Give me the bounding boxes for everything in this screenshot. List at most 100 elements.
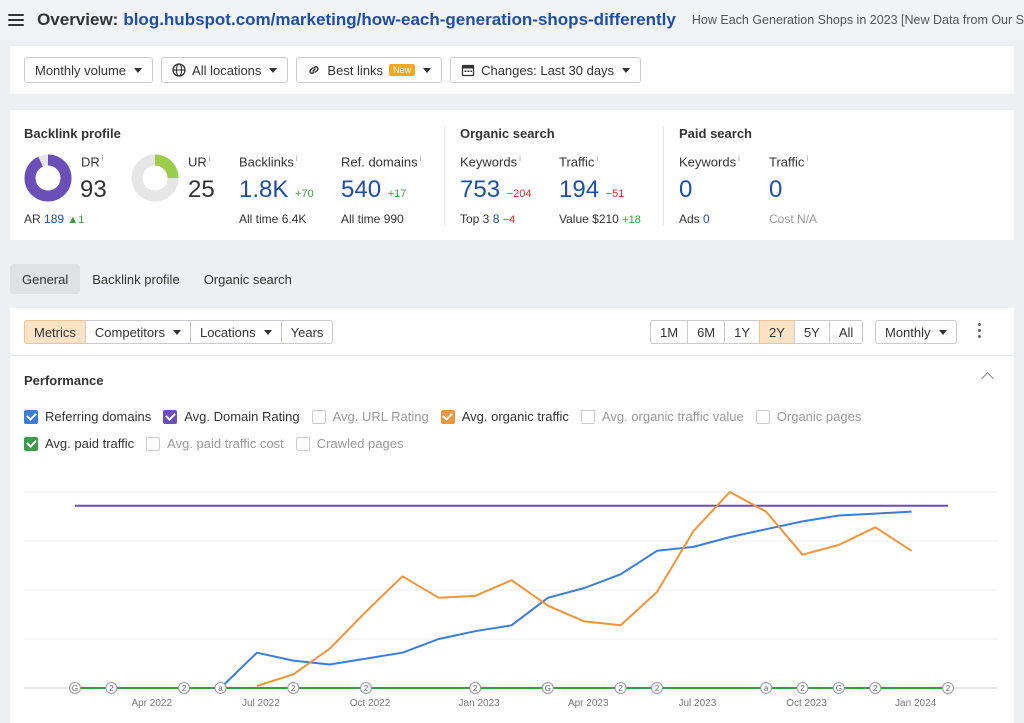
- section-divider: [663, 126, 664, 226]
- organic-traffic-label: Traffic i: [559, 154, 599, 170]
- legend-row-1: Referring domains Avg. Domain Rating Avg…: [24, 409, 873, 424]
- top3-line: Top 3 8 −4: [460, 212, 516, 226]
- annotation-marker: [832, 682, 845, 694]
- range-1m[interactable]: 1M: [650, 320, 689, 344]
- more-options-icon[interactable]: [978, 323, 981, 338]
- series-line-avg-organic-traffic: [256, 491, 913, 687]
- interval-dropdown[interactable]: Monthly: [875, 320, 957, 344]
- annotation-marker: [760, 682, 773, 694]
- target-url-link[interactable]: blog.hubspot.com/marketing/how-each-gene…: [123, 10, 676, 29]
- annotation-marker: [796, 682, 809, 694]
- x-tick-label: Oct 2022: [350, 698, 391, 709]
- chevron-up-icon[interactable]: [981, 372, 994, 385]
- paid-traffic-value[interactable]: 0: [769, 176, 783, 203]
- legend-organic-pages[interactable]: Organic pages: [755, 409, 861, 424]
- annotation-label: a: [218, 684, 223, 693]
- chevron-down-icon: [172, 329, 181, 335]
- legend-avg-paid-traffic-cost[interactable]: Avg. paid traffic cost: [146, 436, 284, 451]
- ur-label: UR i: [188, 154, 211, 170]
- annotation-marker: [287, 682, 300, 694]
- legend-crawled-pages[interactable]: Crawled pages: [295, 436, 403, 451]
- dr-value: 93: [80, 176, 107, 203]
- dr-donut-chart: [24, 154, 72, 202]
- legend-row-2: Avg. paid traffic Avg. paid traffic cost…: [24, 436, 415, 451]
- range-6m[interactable]: 6M: [687, 320, 726, 344]
- refdomains-label: Ref. domains i: [341, 154, 422, 170]
- range-all[interactable]: All: [828, 320, 864, 344]
- cost-line: Cost N/A: [769, 212, 818, 226]
- annotation-marker: [105, 682, 118, 694]
- ads-line: Ads 0: [679, 212, 710, 226]
- annotation-label: 2: [473, 684, 478, 693]
- backlink-profile-title: Backlink profile: [24, 126, 121, 141]
- page-title: How Each Generation Shops in 2023 [New D…: [691, 13, 1024, 27]
- link-icon: [309, 66, 320, 74]
- annotation-marker: [360, 682, 372, 694]
- annotation-marker: [214, 682, 227, 694]
- x-tick-label: Apr 2023: [568, 698, 609, 709]
- volume-dropdown[interactable]: Monthly volume: [24, 57, 154, 83]
- range-5y[interactable]: 5Y: [793, 320, 830, 344]
- annotation-label: 2: [364, 684, 369, 693]
- segment-metrics[interactable]: Metrics: [24, 320, 86, 344]
- backlinks-label: Backlinks i: [239, 154, 298, 170]
- organic-keywords-value[interactable]: 753 −204: [460, 176, 532, 203]
- legend-avg-paid-traffic[interactable]: Avg. paid traffic: [24, 436, 134, 451]
- annotation-marker: [869, 682, 882, 694]
- checkbox-icon: [580, 409, 595, 424]
- chevron-down-icon: [263, 329, 272, 335]
- annotation-label: 2: [291, 684, 296, 693]
- changes-dropdown[interactable]: Changes: Last 30 days: [450, 57, 642, 83]
- segment-competitors[interactable]: Competitors: [84, 320, 191, 344]
- legend-referring-domains[interactable]: Referring domains: [24, 409, 151, 424]
- annotation-marker: [69, 682, 81, 694]
- tab-organic-search[interactable]: Organic search: [203, 271, 292, 287]
- annotation-label: 2: [109, 684, 114, 693]
- segment-years[interactable]: Years: [280, 320, 334, 344]
- organic-traffic-value[interactable]: 194 −51: [559, 176, 625, 203]
- globe-icon: [172, 63, 186, 77]
- annotation-label: 2: [873, 684, 878, 693]
- chevron-down-icon: [423, 67, 432, 73]
- links-dropdown[interactable]: Best links New: [296, 57, 443, 83]
- tab-backlink-profile[interactable]: Backlink profile: [92, 271, 180, 287]
- annotation-label: G: [836, 684, 842, 693]
- traffic-value-line: Value $210 +18: [559, 212, 641, 226]
- backlinks-value[interactable]: 1.8K +70: [239, 176, 314, 203]
- series-line-referring-domains: [219, 510, 912, 689]
- legend-avg-organic-traffic-value[interactable]: Avg. organic traffic value: [580, 409, 744, 424]
- x-tick-label: Jan 2023: [459, 698, 501, 709]
- performance-card: Metrics Competitors Locations Years 1M 6…: [10, 308, 1014, 723]
- hamburger-menu-icon[interactable]: [8, 14, 25, 26]
- dr-label: DR i: [81, 154, 104, 170]
- annotation-marker: [178, 682, 191, 694]
- tab-general[interactable]: General: [10, 264, 81, 294]
- paid-keywords-value[interactable]: 0: [679, 176, 693, 203]
- legend-avg-domain-rating[interactable]: Avg. Domain Rating: [163, 409, 300, 424]
- chevron-down-icon: [938, 329, 947, 335]
- section-tabs: General Backlink profile Organic search: [10, 264, 304, 294]
- legend-avg-url-rating[interactable]: Avg. URL Rating: [311, 409, 429, 424]
- organic-search-title: Organic search: [460, 126, 555, 141]
- links-dropdown-label: Best links: [327, 62, 384, 78]
- refdomains-value[interactable]: 540 +17: [341, 176, 407, 203]
- checkbox-icon: [311, 409, 326, 424]
- refdomains-alltime: All time 990: [341, 212, 404, 226]
- interval-label: Monthly: [885, 324, 931, 340]
- range-1y[interactable]: 1Y: [724, 320, 761, 344]
- chevron-down-icon: [134, 67, 143, 73]
- range-2y[interactable]: 2Y: [759, 320, 795, 344]
- x-tick-label: Apr 2022: [131, 698, 172, 709]
- legend-avg-organic-traffic[interactable]: Avg. organic traffic: [440, 409, 569, 424]
- locations-dropdown[interactable]: All locations: [161, 57, 289, 83]
- annotation-marker: [651, 682, 663, 694]
- paid-search-title: Paid search: [679, 126, 752, 141]
- annotation-marker: [469, 682, 482, 694]
- backlinks-alltime: All time 6.4K: [239, 212, 307, 226]
- segment-locations[interactable]: Locations: [189, 320, 282, 344]
- annotation-label: 2: [618, 684, 623, 693]
- x-tick-label: Oct 2023: [786, 698, 827, 709]
- performance-title: Performance: [24, 373, 104, 388]
- annotation-label: a: [764, 684, 769, 693]
- annotation-label: 2: [182, 684, 187, 693]
